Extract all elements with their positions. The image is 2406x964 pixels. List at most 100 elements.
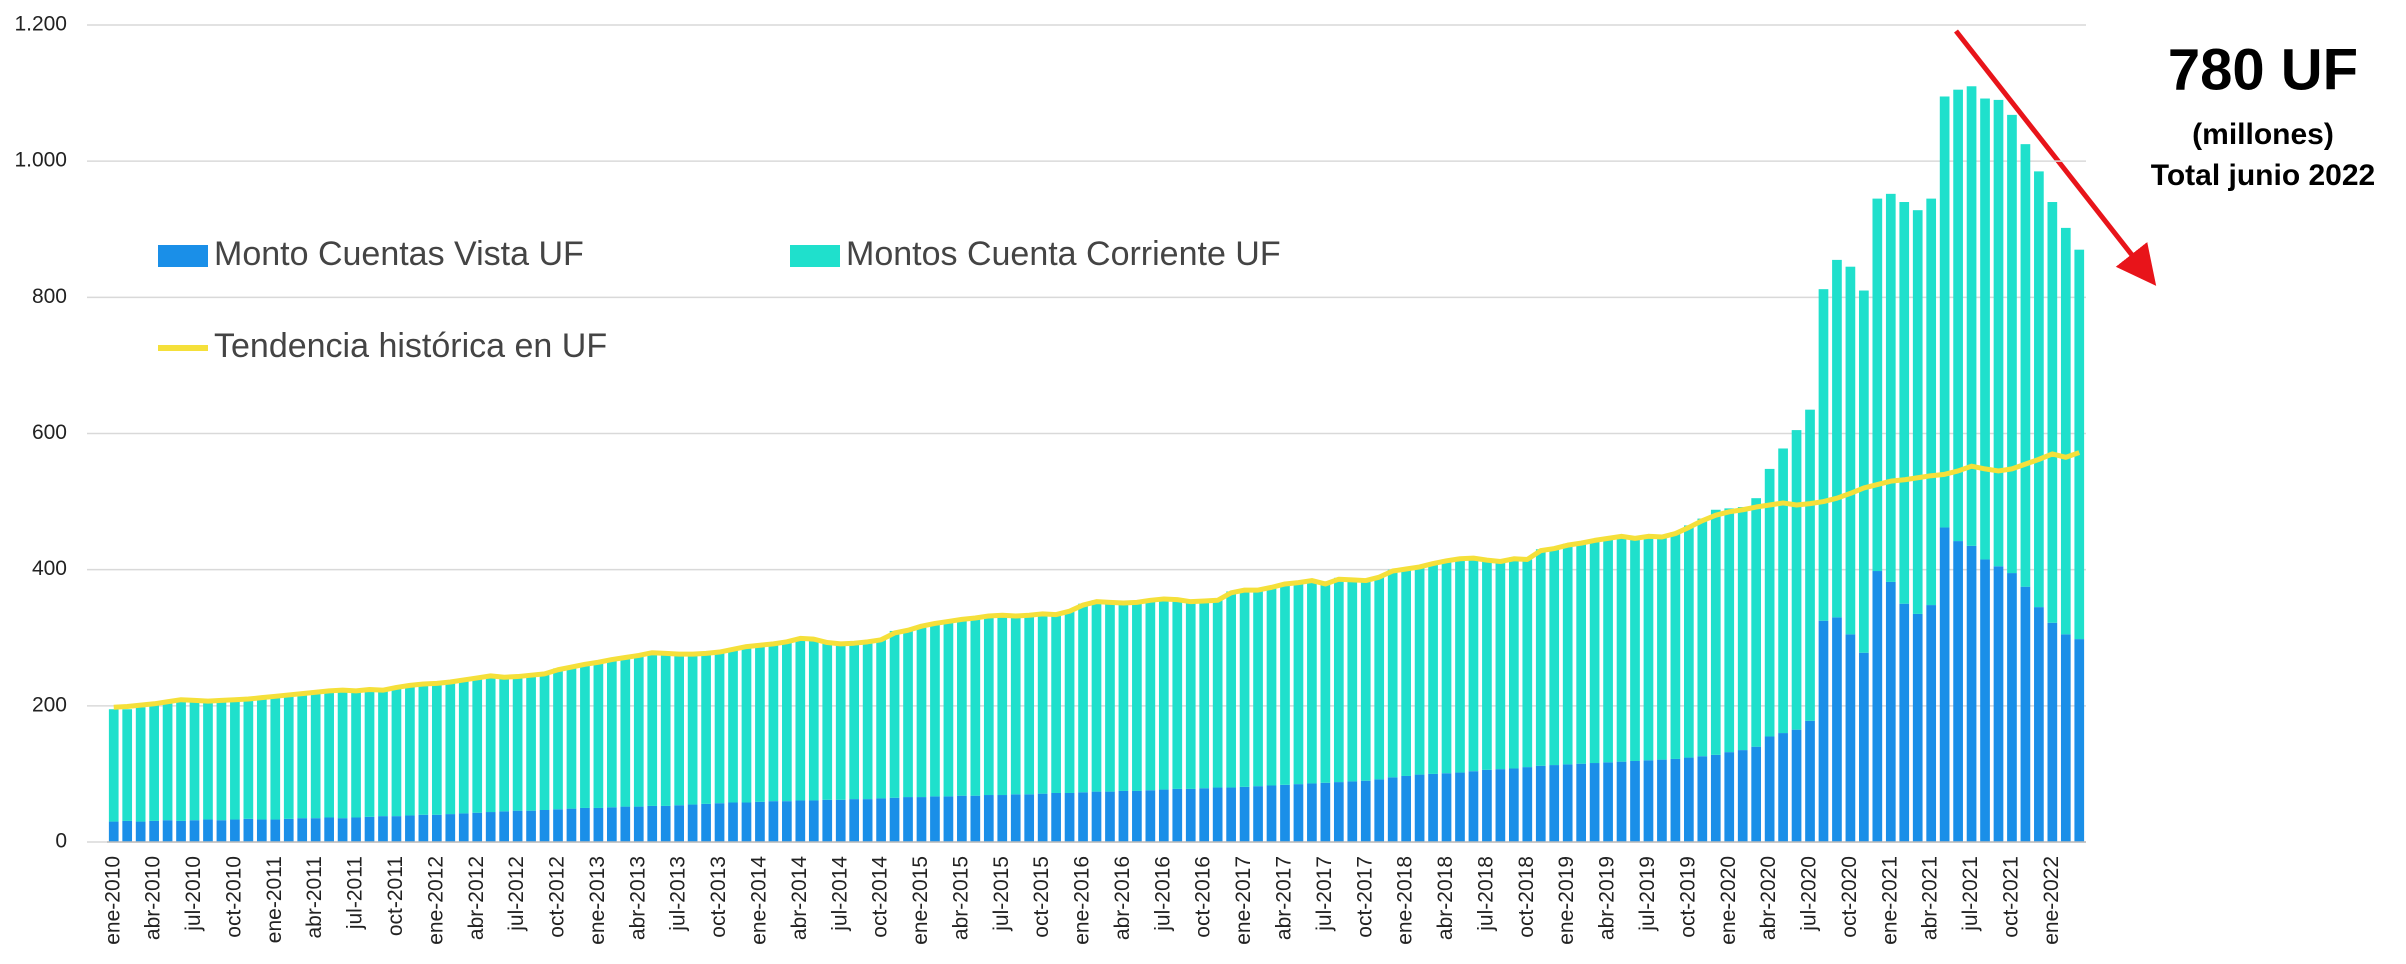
bar <box>1737 750 1748 842</box>
x-tick-label: ene-2021 <box>1878 856 1901 945</box>
bar <box>135 707 146 822</box>
x-tick-label: abr-2013 <box>626 856 649 940</box>
bar <box>876 639 886 799</box>
bar <box>1805 409 1815 721</box>
bar <box>1482 769 1492 842</box>
bar <box>1670 532 1681 759</box>
bar <box>1535 549 1546 766</box>
x-tick-label: ene-2015 <box>909 856 932 945</box>
bar <box>1024 614 1035 795</box>
bar <box>418 814 429 842</box>
bar <box>458 813 469 842</box>
bar <box>458 679 469 814</box>
bar <box>1926 198 1937 606</box>
bar <box>1347 781 1358 842</box>
y-tick-label: 1.200 <box>14 13 67 36</box>
bar <box>1872 571 1883 842</box>
bar <box>687 804 698 842</box>
bar <box>122 820 133 842</box>
bar <box>512 810 523 842</box>
bar <box>405 685 415 816</box>
bar <box>1993 99 2004 567</box>
bar <box>1360 780 1371 842</box>
bar <box>983 615 994 796</box>
bar <box>1158 598 1169 790</box>
x-tick-label: abr-2010 <box>142 856 165 940</box>
bar <box>1885 193 1896 582</box>
trend-line <box>113 450 2081 710</box>
bar <box>1360 581 1371 781</box>
bar <box>1374 779 1385 842</box>
bar <box>162 702 173 821</box>
bar <box>243 818 254 842</box>
y-tick-label: 0 <box>55 830 67 853</box>
bar <box>1751 498 1762 747</box>
bar <box>2047 202 2058 623</box>
bar <box>1118 790 1129 842</box>
bar <box>1172 788 1183 842</box>
bar <box>1697 518 1708 757</box>
bar <box>607 659 617 808</box>
bar <box>1616 535 1627 762</box>
bar <box>337 690 348 819</box>
bar <box>1307 579 1317 784</box>
bar <box>808 639 819 801</box>
x-tick-label: ene-2022 <box>2040 856 2063 945</box>
bar <box>553 809 563 842</box>
bar <box>957 795 967 842</box>
bar <box>566 808 577 842</box>
bar <box>1778 733 1788 842</box>
bar <box>1751 746 1762 842</box>
bar <box>1697 756 1708 842</box>
bar <box>1239 588 1250 787</box>
bar <box>1293 581 1304 785</box>
bar <box>768 643 779 802</box>
bar <box>1495 561 1506 770</box>
bar <box>539 674 550 811</box>
bar <box>970 795 981 842</box>
bar <box>391 686 402 817</box>
bar <box>782 641 792 802</box>
bar <box>957 618 967 796</box>
bar <box>1616 761 1627 842</box>
bar <box>1993 566 2004 842</box>
bar <box>1912 210 1923 614</box>
bar <box>593 661 604 808</box>
bar <box>876 798 886 842</box>
bar <box>1980 98 1990 560</box>
bar <box>2007 573 2017 842</box>
y-tick-label: 400 <box>32 557 67 580</box>
bar <box>526 810 536 842</box>
bar <box>849 799 860 842</box>
x-tick-label: abr-2020 <box>1757 856 1780 940</box>
bar <box>1468 771 1479 842</box>
bar <box>1428 562 1438 774</box>
bar <box>539 810 550 842</box>
bar <box>1603 762 1613 842</box>
bar <box>728 647 738 803</box>
bar <box>364 688 375 817</box>
bar <box>1455 557 1465 773</box>
bar <box>283 818 294 842</box>
bar <box>1051 792 1061 842</box>
bar <box>660 805 671 842</box>
bar <box>1199 788 1210 842</box>
x-tick-label: ene-2016 <box>1071 856 1094 945</box>
bar <box>1859 290 1869 653</box>
bar <box>216 701 227 821</box>
bar <box>1145 790 1156 842</box>
bar <box>1764 736 1775 842</box>
x-tick-label: oct-2016 <box>1192 856 1215 938</box>
y-tick-label: 600 <box>32 421 67 444</box>
bar <box>1805 720 1815 842</box>
bar <box>1199 600 1210 789</box>
x-tick-label: oct-2018 <box>1515 856 1538 938</box>
bar <box>149 704 159 821</box>
bar <box>2034 607 2044 842</box>
bar <box>1212 787 1223 842</box>
x-tick-label: jul-2016 <box>1151 856 1174 932</box>
bar <box>1899 202 1910 604</box>
bar <box>1280 583 1290 785</box>
bar <box>1939 96 1950 528</box>
bar <box>808 800 819 842</box>
